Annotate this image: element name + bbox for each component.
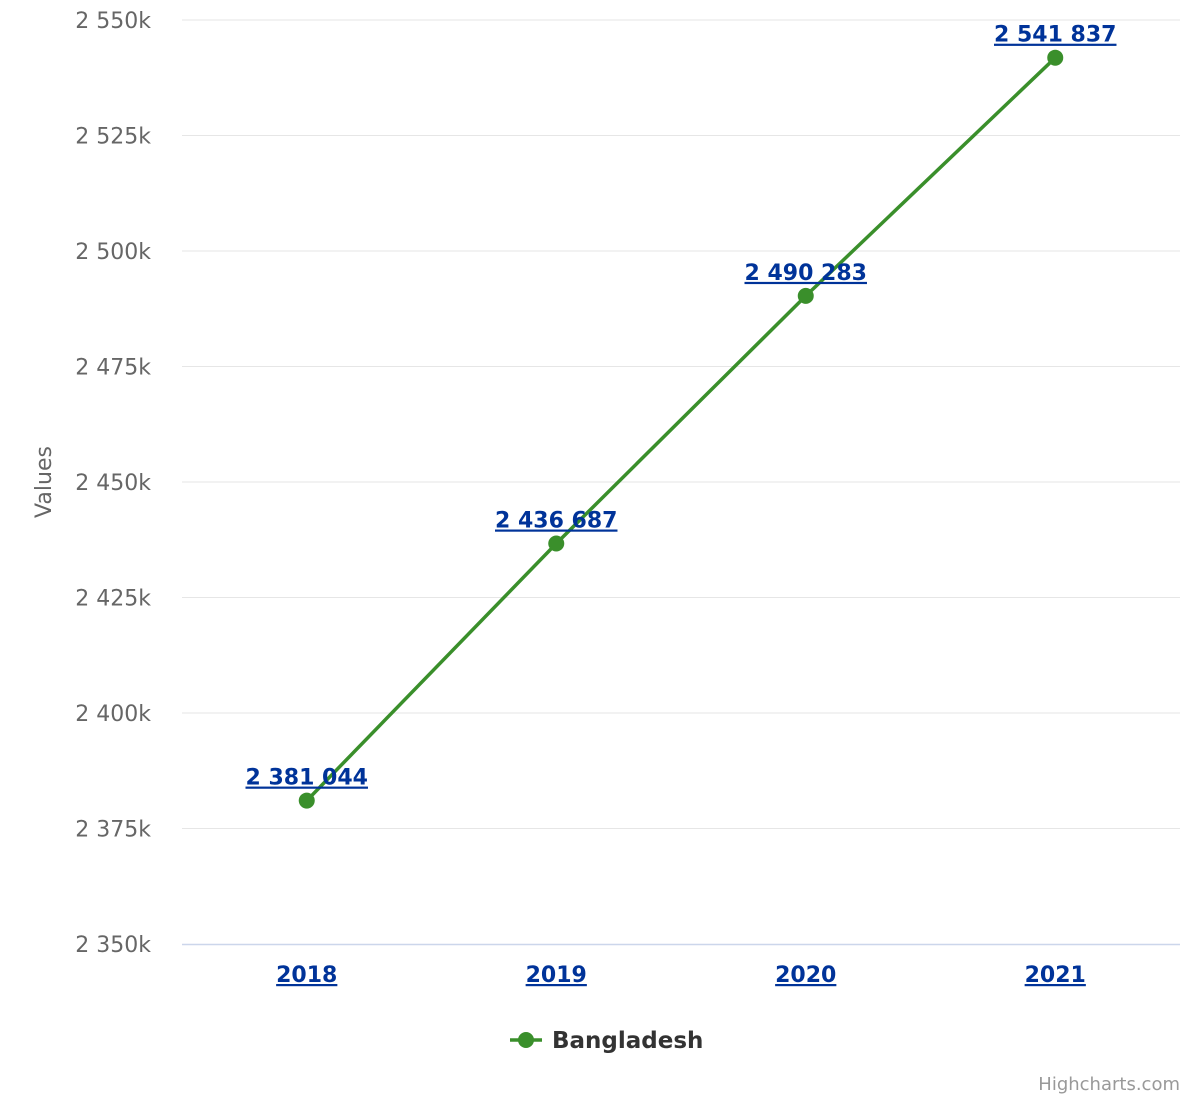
x-axis-categories: 2018 2019 2020 2021: [276, 963, 1086, 988]
y-tick-label: 2 550k: [75, 9, 151, 34]
series-bangladesh[interactable]: [298, 49, 1064, 809]
data-point-2020[interactable]: [797, 287, 814, 304]
data-label-2018[interactable]: 2 381 044: [246, 766, 368, 791]
series-line[interactable]: [305, 55, 1058, 803]
y-tick-label: 2 450k: [75, 471, 151, 496]
x-category-2018[interactable]: 2018: [276, 963, 337, 988]
legend-item-bangladesh[interactable]: Bangladesh: [552, 1028, 703, 1054]
y-tick-label: 2 425k: [75, 587, 151, 612]
data-point-2021[interactable]: [1047, 49, 1064, 66]
data-label-2020[interactable]: 2 490 283: [745, 261, 867, 286]
legend[interactable]: Bangladesh: [510, 1028, 703, 1054]
y-tick-label: 2 400k: [75, 702, 151, 727]
credits-link[interactable]: Highcharts.com: [1038, 1074, 1180, 1095]
y-tick-label: 2 375k: [75, 818, 151, 843]
data-label-2019[interactable]: 2 436 687: [495, 509, 617, 534]
x-category-2020[interactable]: 2020: [775, 963, 836, 988]
data-label-2021[interactable]: 2 541 837: [994, 23, 1116, 48]
x-category-2019[interactable]: 2019: [526, 963, 587, 988]
data-point-2019[interactable]: [548, 535, 565, 552]
gridlines: [182, 19, 1180, 829]
y-tick-label: 2 350k: [75, 933, 151, 958]
y-tick-label: 2 525k: [75, 125, 151, 150]
y-axis-title: Values: [32, 446, 57, 518]
data-point-2018[interactable]: [298, 792, 315, 809]
legend-marker-icon: [518, 1032, 534, 1048]
x-category-2021[interactable]: 2021: [1025, 963, 1086, 988]
y-tick-label: 2 500k: [75, 240, 151, 265]
y-tick-label: 2 475k: [75, 356, 151, 381]
data-labels: 2 381 044 2 436 687 2 490 283 2 541 837: [246, 23, 1117, 791]
y-axis-ticks: 2 350k 2 375k 2 400k 2 425k 2 450k 2 475k 2 50…: [75, 9, 151, 958]
